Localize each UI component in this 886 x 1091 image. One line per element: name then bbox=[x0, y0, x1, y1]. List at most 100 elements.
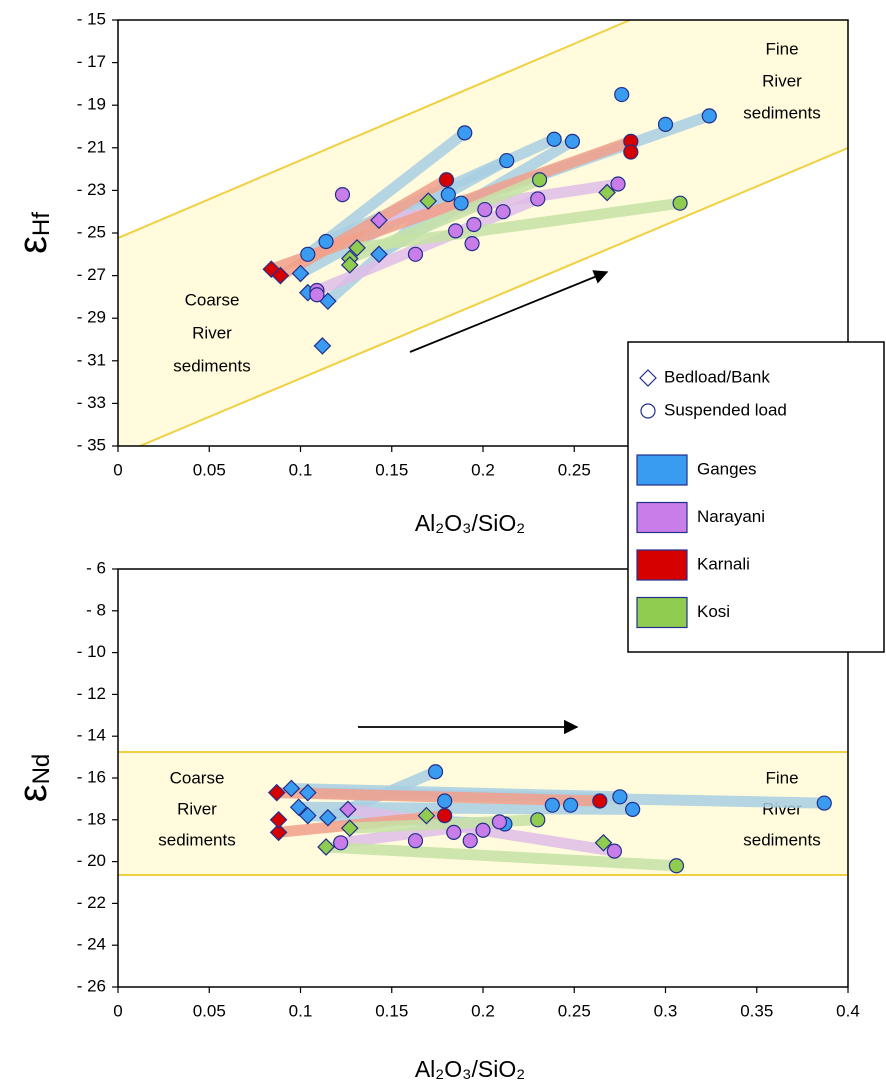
x-tick-label: 0.25 bbox=[558, 1001, 591, 1020]
y-axis-label: εNd bbox=[11, 754, 56, 803]
y-axis-label: εHf bbox=[11, 212, 56, 254]
circle-marker bbox=[672, 195, 688, 211]
circle-marker bbox=[437, 793, 453, 809]
x-tick-label: 0 bbox=[113, 460, 122, 479]
diamond-marker bbox=[639, 369, 657, 387]
circle-marker bbox=[477, 201, 493, 218]
circle-marker bbox=[440, 187, 456, 203]
x-tick-label: 0.35 bbox=[740, 1001, 773, 1020]
annotation: River bbox=[177, 799, 217, 818]
circle-marker bbox=[407, 246, 424, 262]
y-tick-label: - 6 bbox=[86, 558, 106, 577]
legend-label: Ganges bbox=[697, 459, 757, 478]
legend-swatch bbox=[636, 549, 688, 581]
circle-marker bbox=[606, 843, 623, 859]
band-edge bbox=[117, 19, 631, 239]
diamond-marker bbox=[269, 823, 288, 842]
y-tick-label: - 20 bbox=[77, 851, 106, 870]
x-tick-label: 0.2 bbox=[471, 460, 495, 479]
x-tick-label: 0.05 bbox=[193, 1001, 226, 1020]
y-tick-label: - 8 bbox=[86, 600, 106, 619]
circle-marker bbox=[407, 833, 424, 849]
pair-link bbox=[320, 841, 682, 872]
circle-marker bbox=[462, 833, 478, 849]
diamond-marker bbox=[370, 211, 388, 230]
y-tick-label: - 16 bbox=[77, 767, 106, 786]
pair-link bbox=[344, 174, 546, 265]
circle-marker bbox=[625, 801, 641, 817]
annotation: sediments bbox=[743, 103, 820, 122]
diamond-marker bbox=[282, 779, 301, 798]
diamond-marker bbox=[269, 810, 288, 829]
y-axis-subscript: Nd bbox=[28, 754, 55, 785]
circle-marker bbox=[657, 116, 674, 132]
diamond-marker bbox=[340, 256, 359, 274]
diamond-marker bbox=[339, 800, 357, 819]
circle-marker bbox=[495, 204, 511, 220]
legend-label: Bedload/Bank bbox=[664, 367, 770, 386]
circle-marker bbox=[546, 131, 562, 147]
y-tick-label: - 17 bbox=[77, 52, 106, 71]
annotation: Coarse bbox=[170, 768, 225, 787]
x-tick-label: 0.2 bbox=[471, 1001, 495, 1020]
y-tick-label: - 15 bbox=[77, 9, 106, 28]
circle-marker bbox=[438, 172, 455, 188]
circle-marker bbox=[640, 403, 656, 419]
circle-marker bbox=[475, 822, 491, 838]
diamond-marker bbox=[594, 833, 613, 852]
annotation: River bbox=[762, 71, 802, 90]
circle-marker bbox=[701, 108, 717, 124]
band-edge bbox=[139, 147, 849, 447]
x-tick-label: 0.15 bbox=[375, 460, 408, 479]
circle-marker bbox=[612, 789, 628, 805]
diamond-marker bbox=[267, 783, 286, 802]
circle-marker bbox=[564, 133, 581, 150]
circle-marker bbox=[464, 236, 480, 252]
diamond-marker bbox=[298, 806, 317, 825]
x-tick-label: 0.1 bbox=[289, 460, 313, 479]
x-axis-label: Al₂O₃/SiO₂ bbox=[415, 1056, 525, 1082]
circle-marker bbox=[530, 812, 546, 828]
x-tick-label: 0.4 bbox=[836, 1001, 860, 1020]
circle-marker bbox=[457, 125, 473, 141]
annotation: sediments bbox=[158, 830, 235, 849]
y-tick-label: - 27 bbox=[77, 265, 106, 284]
circle-marker bbox=[448, 223, 464, 239]
circle-marker bbox=[592, 793, 608, 809]
diamond-marker bbox=[317, 838, 335, 856]
annotation: sediments bbox=[743, 830, 820, 849]
y-tick-label: - 35 bbox=[77, 435, 106, 454]
annotation: Fine bbox=[765, 39, 798, 58]
y-tick-label: - 26 bbox=[77, 976, 106, 995]
pair-link bbox=[351, 197, 686, 254]
y-tick-label: - 22 bbox=[77, 893, 106, 912]
y-tick-label: - 29 bbox=[77, 308, 106, 327]
circle-marker bbox=[623, 144, 639, 160]
circle-marker bbox=[530, 191, 546, 207]
x-tick-label: 0.3 bbox=[654, 1001, 678, 1020]
legend-label: Narayani bbox=[697, 507, 765, 526]
x-tick-label: 0 bbox=[113, 1001, 122, 1020]
circle-marker bbox=[427, 764, 444, 780]
legend-swatch bbox=[636, 454, 688, 486]
y-tick-label: - 25 bbox=[77, 222, 106, 241]
y-tick-label: - 12 bbox=[77, 684, 106, 703]
diamond-marker bbox=[370, 245, 388, 264]
circle-marker bbox=[309, 287, 325, 303]
legend-swatch bbox=[636, 501, 688, 534]
x-tick-label: 0.05 bbox=[193, 460, 226, 479]
circle-marker bbox=[437, 808, 453, 824]
y-tick-label: - 14 bbox=[77, 726, 106, 745]
circle-marker bbox=[531, 172, 548, 188]
circle-marker bbox=[491, 814, 508, 830]
y-tick-label: - 23 bbox=[77, 180, 106, 199]
legend-label: Kosi bbox=[697, 602, 730, 621]
y-tick-label: - 24 bbox=[77, 935, 106, 954]
diamond-marker bbox=[598, 183, 616, 202]
legend-label: Suspended load bbox=[664, 400, 787, 419]
diamond-marker bbox=[419, 192, 438, 210]
diamond-marker bbox=[271, 266, 290, 285]
annotation: Fine bbox=[765, 768, 798, 787]
annotation: River bbox=[192, 323, 232, 342]
